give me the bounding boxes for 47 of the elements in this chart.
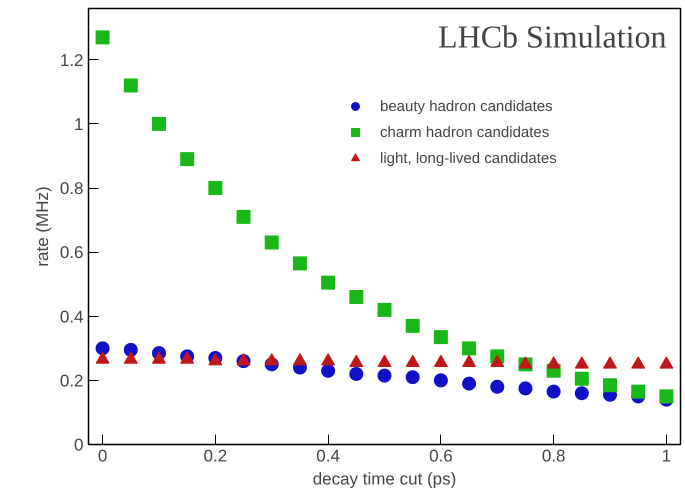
point xyxy=(406,370,420,384)
point xyxy=(574,372,589,386)
point xyxy=(631,384,646,399)
point xyxy=(378,368,392,383)
point xyxy=(490,380,504,394)
point xyxy=(349,366,364,381)
x-axis-title: decay time cut (ps) xyxy=(312,470,456,488)
point xyxy=(603,378,618,392)
point xyxy=(518,381,532,396)
point xyxy=(264,236,279,250)
point xyxy=(434,330,448,344)
x-tick-label: 0.4 xyxy=(316,446,340,466)
point xyxy=(208,181,222,196)
y-tick-label: 0.4 xyxy=(60,307,84,326)
point xyxy=(124,78,138,92)
point xyxy=(434,373,448,388)
annotation: LHCb Simulation xyxy=(438,18,666,54)
y-tick-label: 1 xyxy=(74,114,84,134)
x-tick-label: 0 xyxy=(98,446,108,466)
y-tick-label: 0.8 xyxy=(60,179,84,198)
point xyxy=(321,364,336,378)
point xyxy=(96,341,110,356)
legend-label: charm hadron candidates xyxy=(380,124,550,140)
legend-label: light, long-lived candidates xyxy=(380,150,557,166)
point xyxy=(96,30,110,44)
point xyxy=(180,152,194,166)
y-tick-label: 0.6 xyxy=(60,243,84,262)
x-tick-label: 0.8 xyxy=(542,446,566,466)
point xyxy=(349,290,364,304)
x-tick-label: 1 xyxy=(662,446,672,466)
point xyxy=(659,389,674,404)
legend-label: beauty hadron candidates xyxy=(380,98,553,114)
point xyxy=(546,384,561,399)
y-tick-label: 0.2 xyxy=(60,371,84,390)
y-tick-label: 1.2 xyxy=(60,50,84,70)
point xyxy=(406,318,420,333)
point xyxy=(462,376,476,391)
point xyxy=(152,116,166,131)
point xyxy=(292,256,307,270)
point xyxy=(462,341,476,356)
point xyxy=(236,210,251,224)
y-axis-title: rate (MHz) xyxy=(32,186,52,267)
x-tick-label: 0.2 xyxy=(204,446,228,466)
point xyxy=(378,302,392,317)
point xyxy=(574,386,589,400)
x-tick-label: 0.6 xyxy=(429,446,453,466)
point xyxy=(321,276,336,290)
